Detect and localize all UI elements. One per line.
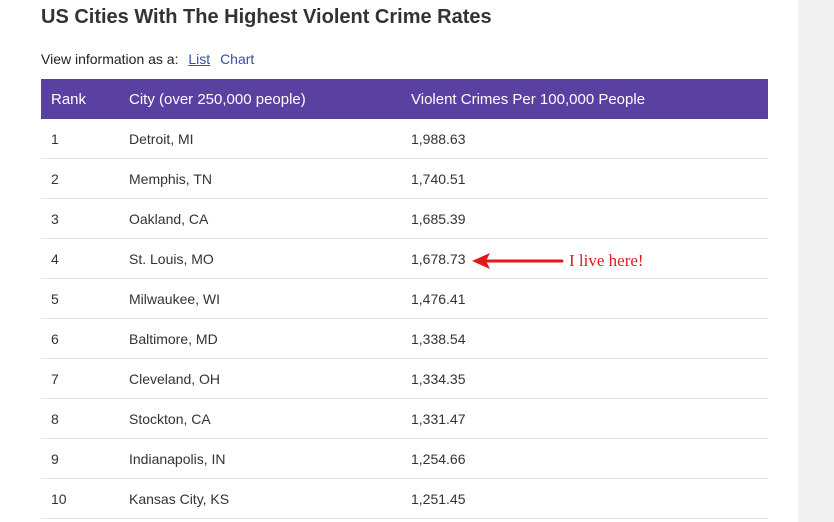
rate-cell: 1,740.51 [411,158,768,199]
left-arrow-icon [472,253,564,269]
city-cell: Milwaukee, WI [129,278,411,319]
crime-rate-table: Rank City (over 250,000 people) Violent … [41,79,768,519]
table-row: 7 Cleveland, OH 1,334.35 [41,358,768,399]
rank-cell: 6 [41,318,129,359]
city-cell: Indianapolis, IN [129,438,411,479]
rate-cell: 1,331.47 [411,398,768,439]
rank-cell: 3 [41,198,129,239]
table-row: 5 Milwaukee, WI 1,476.41 [41,278,768,319]
view-list-link[interactable]: List [188,51,211,67]
right-gutter [798,0,834,522]
header-rank: Rank [41,79,129,119]
city-cell: Stockton, CA [129,398,411,439]
annotation: I live here! [470,248,670,274]
view-label: View information as a: [41,51,179,67]
city-cell: Detroit, MI [129,119,411,159]
header-city: City (over 250,000 people) [129,79,411,119]
table-header-row: Rank City (over 250,000 people) Violent … [41,79,768,119]
table-row: 2 Memphis, TN 1,740.51 [41,158,768,199]
header-rate: Violent Crimes Per 100,000 People [411,79,768,119]
rank-cell: 9 [41,438,129,479]
city-cell: Baltimore, MD [129,318,411,359]
rank-cell: 1 [41,119,129,159]
table-row: 8 Stockton, CA 1,331.47 [41,398,768,439]
city-cell: St. Louis, MO [129,238,411,279]
table-row: 10 Kansas City, KS 1,251.45 [41,478,768,519]
page-title: US Cities With The Highest Violent Crime… [41,6,492,28]
rank-cell: 4 [41,238,129,279]
rate-cell: 1,338.54 [411,318,768,359]
view-selector: View information as a: List Chart [41,51,254,67]
rank-cell: 2 [41,158,129,199]
rate-cell: 1,476.41 [411,278,768,319]
city-cell: Oakland, CA [129,198,411,239]
rank-cell: 5 [41,278,129,319]
rate-cell: 1,685.39 [411,198,768,239]
rate-cell: 1,251.45 [411,478,768,519]
table-row: 6 Baltimore, MD 1,338.54 [41,318,768,359]
table-row: 1 Detroit, MI 1,988.63 [41,119,768,159]
rank-cell: 7 [41,358,129,399]
rate-cell: 1,988.63 [411,119,768,159]
city-cell: Kansas City, KS [129,478,411,519]
table-row: 4 St. Louis, MO 1,678.73 [41,238,768,279]
view-chart-link[interactable]: Chart [220,51,255,67]
rate-cell: 1,254.66 [411,438,768,479]
table-row: 3 Oakland, CA 1,685.39 [41,198,768,239]
table-row: 9 Indianapolis, IN 1,254.66 [41,438,768,479]
city-cell: Cleveland, OH [129,358,411,399]
annotation-text: I live here! [569,251,644,270]
rank-cell: 8 [41,398,129,439]
rank-cell: 10 [41,478,129,519]
rate-cell: 1,334.35 [411,358,768,399]
rate-cell: 1,678.73 [411,238,768,279]
city-cell: Memphis, TN [129,158,411,199]
